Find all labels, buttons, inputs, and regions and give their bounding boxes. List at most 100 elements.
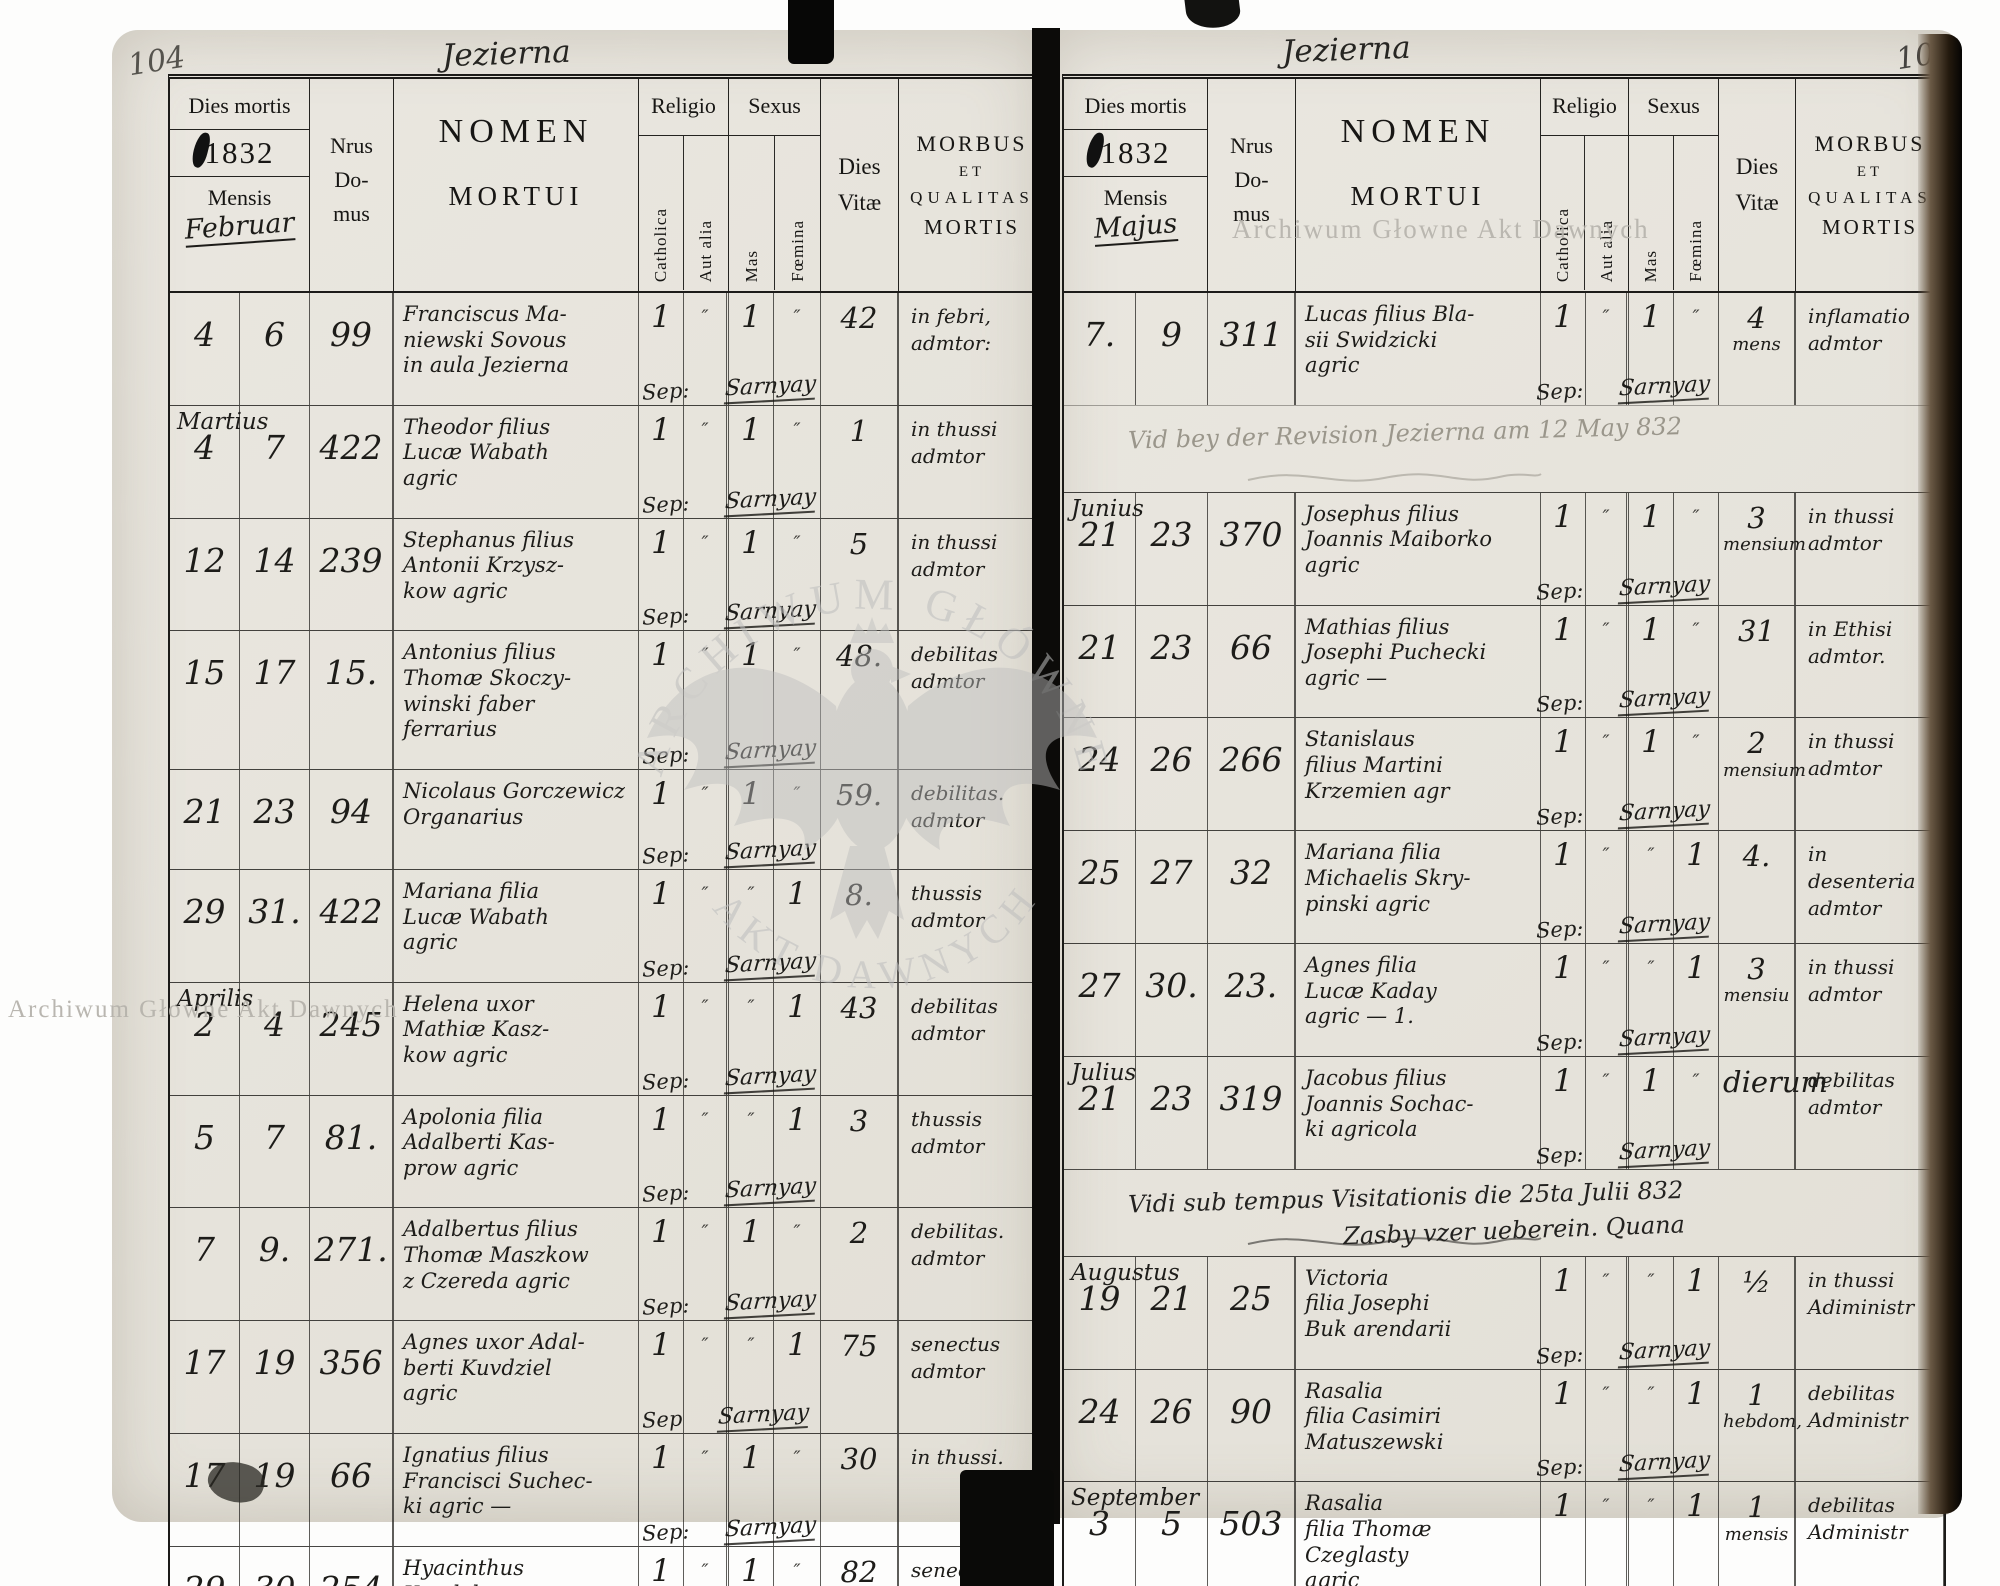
death-day-cell: 29 <box>170 1546 240 1586</box>
sepelivit-label: Sep: <box>1535 1454 1584 1482</box>
catholica-subcol: Catholica <box>1541 136 1585 290</box>
catholica-mark-cell: 1 <box>1541 605 1586 718</box>
name-cell: Ignatius filius Francisci Suchec- ki agr… <box>394 1434 639 1546</box>
table-row: 21 23 66 Mathias filius Josephi Puchecki… <box>1064 604 1944 718</box>
mas-mark-cell: ″ <box>1629 1256 1674 1369</box>
register-page-left: Jezierna 104 Dies mortis 1832 Mensis Feb… <box>112 30 1047 1586</box>
mas-mark-cell: ″ <box>729 869 774 982</box>
house-number-cell: 23. <box>1208 944 1296 1056</box>
age-cell: 5 <box>821 518 899 631</box>
sepelivit-label: Sep: <box>641 742 690 769</box>
nomen-header: NOMEN MORTUI <box>1296 79 1541 291</box>
table-row: 27 30. 23. Agnes filia Lucæ Kaday agric … <box>1064 943 1944 1056</box>
burial-day-cell: 23 <box>240 769 310 869</box>
mas-mark-cell: ″ <box>1629 1369 1674 1482</box>
month-name: Februar <box>183 207 296 246</box>
aut-alia-mark-cell: ″ <box>1586 1056 1629 1169</box>
name-cell: Helena uxor Mathiæ Kasz- kow agric <box>394 982 639 1095</box>
table-header: Dies mortis 1832 Mensis Februar Nrus Do-… <box>170 79 1045 293</box>
aut-alia-mark-cell: ″ <box>684 1208 729 1321</box>
priest-name: Sarnyay <box>724 735 818 769</box>
table-row: 7 9. 271. Adalbertus filius Thomæ Maszko… <box>170 1207 1045 1321</box>
priest-name: Sarnyay <box>1618 796 1712 830</box>
mas-mark-cell: 1 <box>1629 718 1674 831</box>
age-cell: 2 <box>821 1208 899 1321</box>
burial-day-cell: 5 <box>1136 1482 1208 1586</box>
aut-alia-mark-cell: ″ <box>684 869 729 982</box>
foemina-mark-cell: ″ <box>1674 718 1719 831</box>
morbus-header: MORBUS ET QUALITAS MORTIS <box>1808 130 1932 239</box>
house-number-cell: 15. <box>310 631 394 769</box>
mas-mark-cell: 1 <box>729 1546 774 1586</box>
house-number-cell: 356 <box>310 1321 394 1434</box>
foemina-mark-cell: ″ <box>1674 1056 1719 1169</box>
mensis-label: Mensis <box>1103 185 1168 210</box>
sepelivit-label: Sep: <box>1535 1142 1584 1169</box>
mas-mark-cell: 1 <box>729 769 774 869</box>
burial-day-cell: 14 <box>240 518 310 631</box>
aut-alia-mark-cell: ″ <box>684 1095 729 1208</box>
sepelivit-label: Sep: <box>641 490 690 518</box>
aut-alia-subcol: Aut alia <box>696 219 715 282</box>
age-cell: 82 <box>821 1546 899 1586</box>
death-day-cell: 5 <box>170 1095 240 1208</box>
foemina-mark-cell: 1 <box>1674 831 1719 944</box>
name-cell: Agnes uxor Adal- berti Kuvdziel agric <box>394 1321 639 1434</box>
register-table: Dies mortis 1832 Mensis Februar Nrus Do-… <box>168 74 1047 1586</box>
catholica-mark-cell: 1 <box>639 1434 684 1546</box>
foemina-mark-cell: ″ <box>774 1546 821 1586</box>
table-row: Martius 4 7 422 Theodor filius Lucæ Waba… <box>170 404 1045 518</box>
sepelivit-label: Sep: <box>1535 690 1584 718</box>
month-name: Majus <box>1092 208 1179 245</box>
name-cell: Lucas filius Bla- sii Swidzicki agric <box>1296 293 1541 405</box>
catholica-mark-cell: 1 <box>639 869 684 982</box>
table-row: 25 27 32 Mariana filia Michaelis Skry- p… <box>1064 830 1944 944</box>
cause-of-death-cell: debilitas admtor <box>899 982 1045 1095</box>
foemina-mark-cell: ″ <box>1674 492 1719 605</box>
death-day-cell: 17 <box>170 1321 240 1434</box>
death-day-cell: Junius 21 <box>1064 492 1144 605</box>
binding-tab-bottom <box>960 1470 1054 1586</box>
mas-mark-cell: 1 <box>1629 492 1674 605</box>
burial-day-cell: 7 <box>240 405 310 518</box>
name-cell: Stanislaus filius Martini Krzemien agr <box>1296 718 1541 831</box>
house-number-cell: 25 <box>1208 1256 1296 1369</box>
catholica-subcol: Catholica <box>639 136 684 290</box>
table-row: Augustus 19 21 25 Victoria filia Josephi… <box>1064 1255 1944 1369</box>
house-number-cell: 32 <box>1208 831 1296 944</box>
catholica-mark-cell: 1 <box>1541 1056 1586 1169</box>
month-label: Martius <box>177 408 269 435</box>
sepelivit-label: Sep: <box>1535 577 1584 605</box>
death-day-cell: 21 <box>1064 605 1136 718</box>
burial-day-cell: 6 <box>240 293 310 405</box>
catholica-mark-cell: 1 <box>639 1095 684 1208</box>
house-number-cell: 319 <box>1208 1056 1296 1169</box>
foemina-mark-cell: 1 <box>774 1095 821 1208</box>
name-cell: Rasalia filia Casimiri Matuszewski <box>1296 1369 1541 1482</box>
aut-alia-mark-cell: ″ <box>1586 1482 1629 1586</box>
sepelivit-label: Sep: <box>1535 1029 1584 1056</box>
dies-mortis-label: Dies mortis <box>1084 93 1187 118</box>
name-cell: Josephus filius Joannis Maiborko agric <box>1296 492 1541 605</box>
priest-name: Sarnyay <box>717 1399 811 1433</box>
age-cell: 75 <box>821 1321 899 1434</box>
mas-mark-cell: ″ <box>1629 944 1674 1056</box>
cause-of-death-cell: debilitas. admtor <box>899 1208 1045 1321</box>
priest-name: Sarnyay <box>1618 1135 1712 1169</box>
marginal-note: Vid bey der Revision Jezierna am 12 May … <box>1064 404 1944 492</box>
nomen-header: NOMEN MORTUI <box>394 79 639 291</box>
death-day-cell: 4 <box>170 293 240 405</box>
sepelivit-label: Sep: <box>641 842 690 869</box>
age-cell: 2 mensium <box>1719 718 1806 831</box>
death-day-cell: 29 <box>170 869 240 982</box>
month-label: September <box>1071 1485 1200 1512</box>
cause-of-death-cell: debilitas admtor <box>899 631 1045 769</box>
house-number-cell: 503 <box>1208 1482 1296 1586</box>
foemina-mark-cell: ″ <box>774 631 821 769</box>
burial-day-cell: 19 <box>240 1321 310 1434</box>
burial-day-cell: 31. <box>240 869 310 982</box>
cause-of-death-cell: in thussi admtor <box>899 405 1045 518</box>
cause-of-death-cell: debilitas Administr <box>1796 1369 1944 1482</box>
aut-alia-mark-cell: ″ <box>1586 1256 1629 1369</box>
catholica-mark-cell: 1 <box>1541 944 1586 1056</box>
